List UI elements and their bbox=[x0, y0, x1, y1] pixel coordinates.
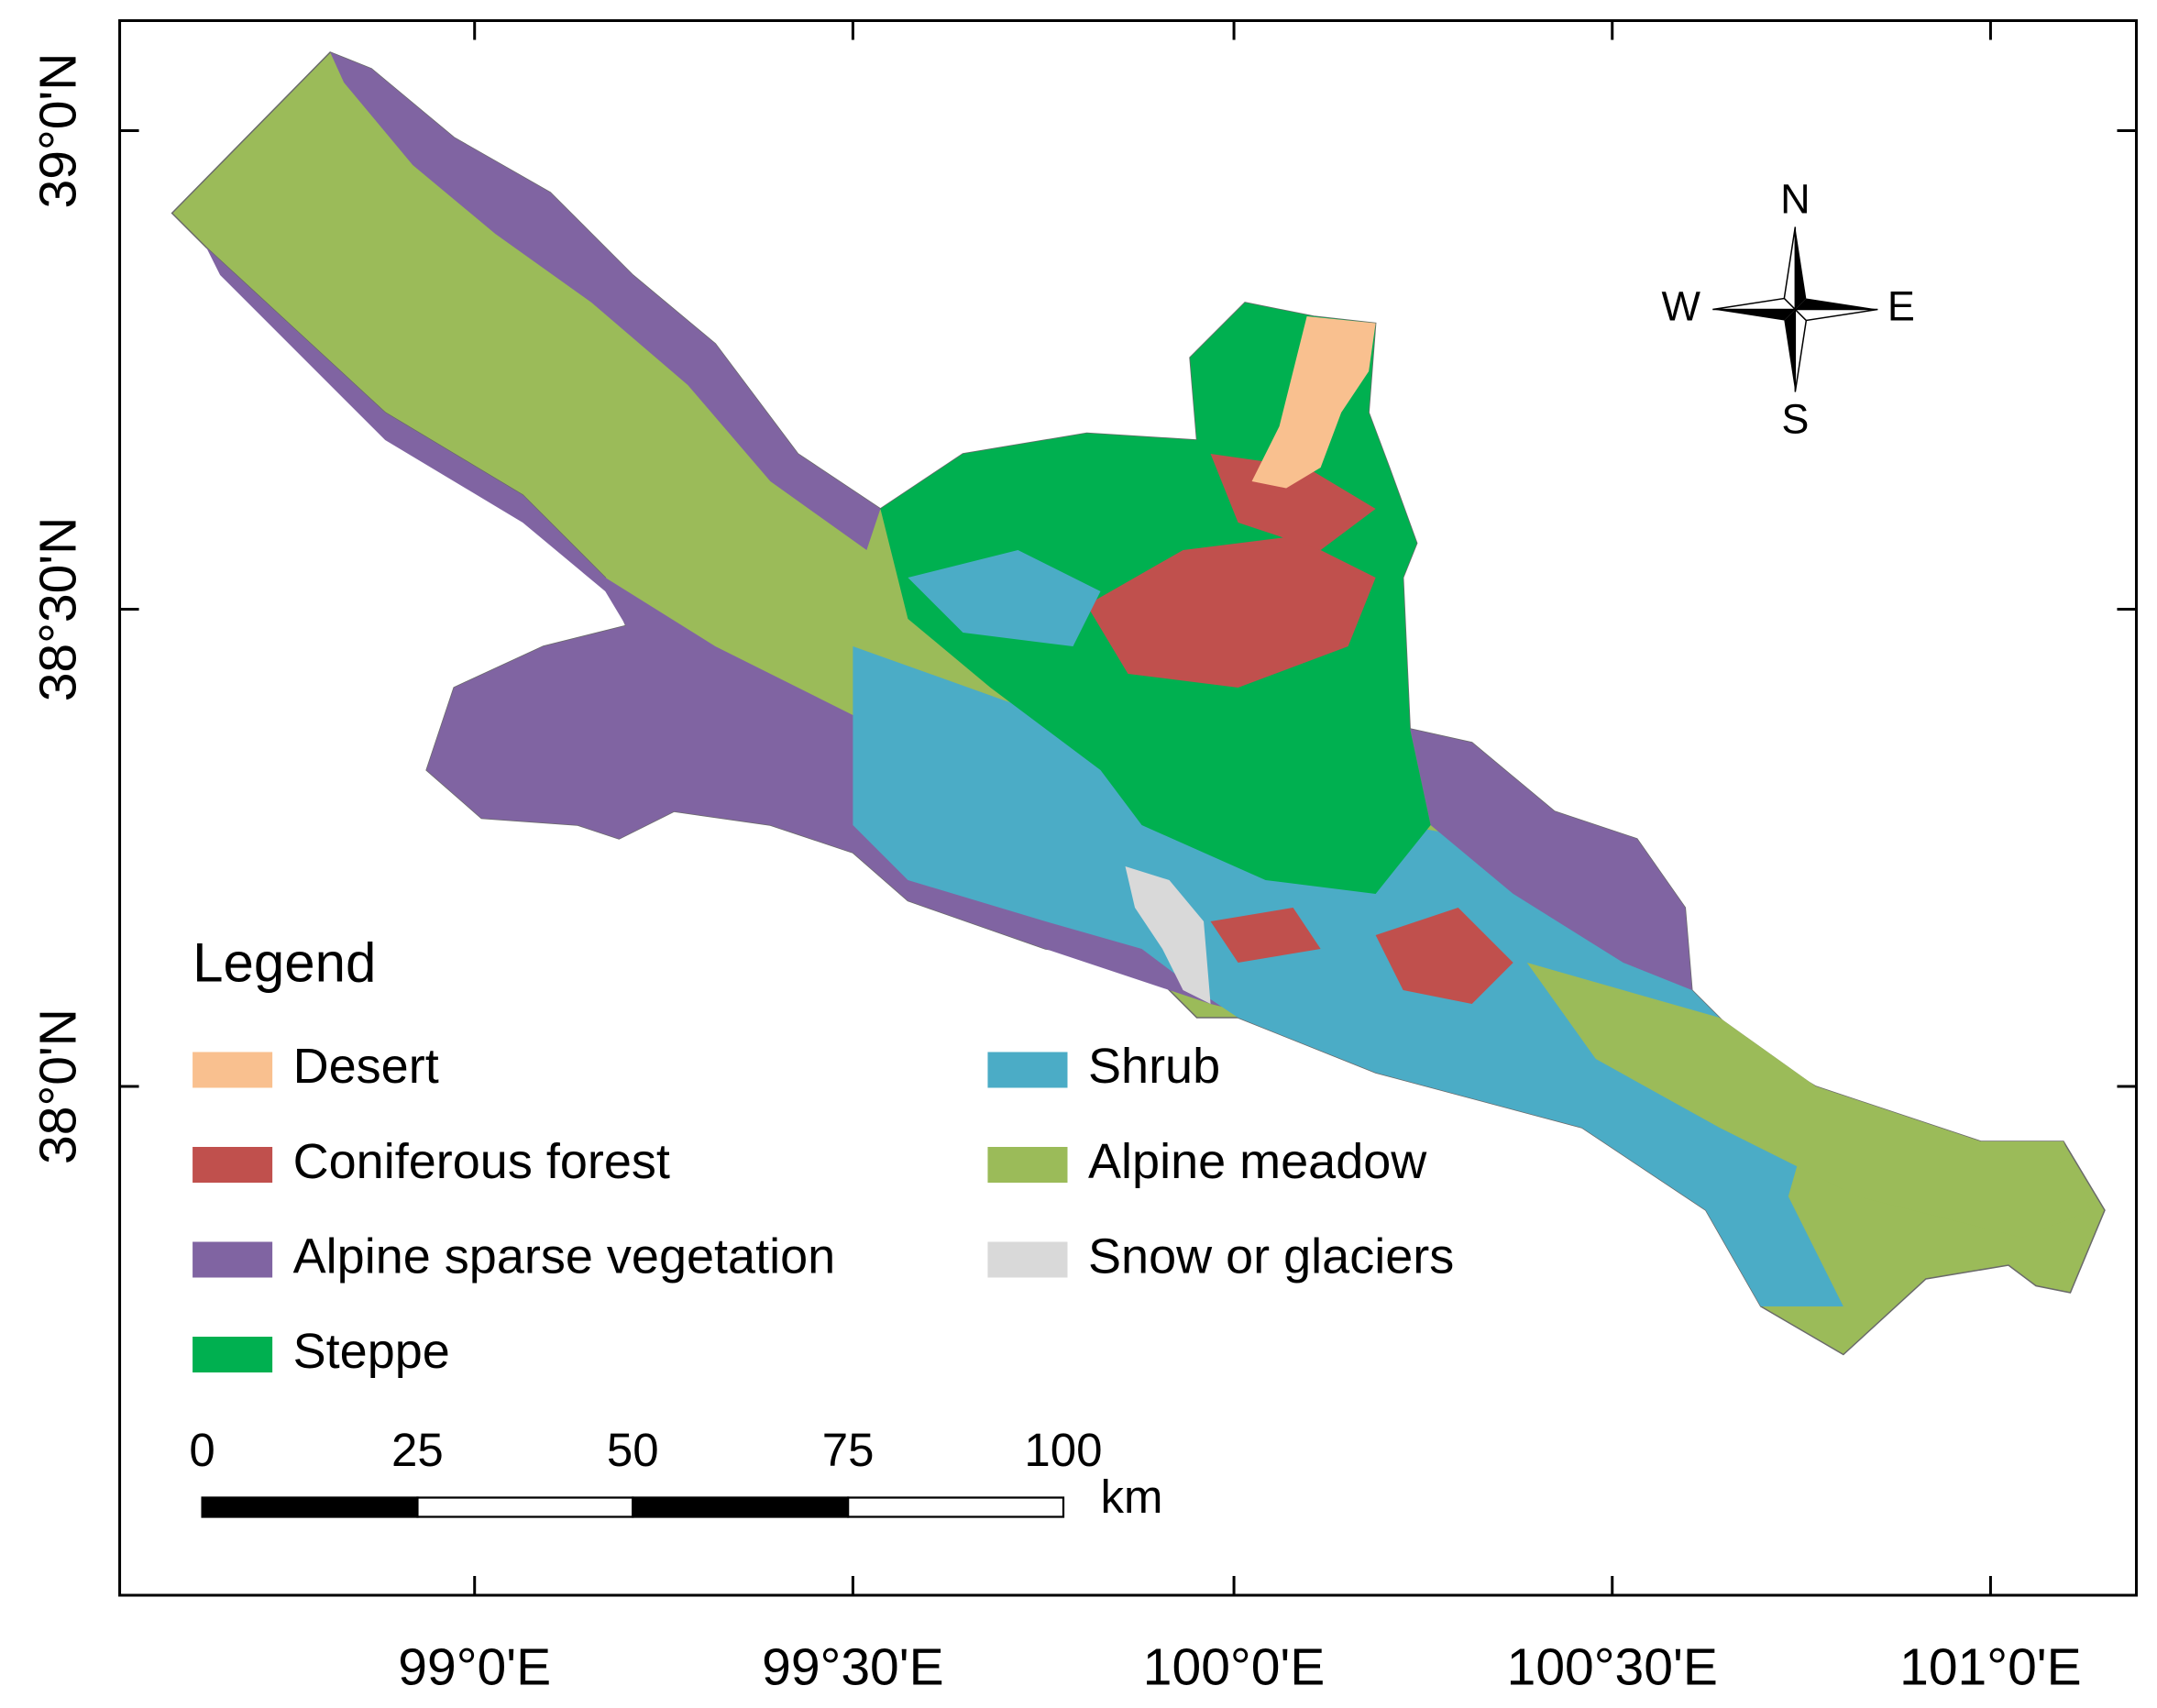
scale-label: 25 bbox=[391, 1424, 444, 1476]
legend-swatch bbox=[987, 1052, 1068, 1088]
latitude-label: 39°0'N bbox=[29, 53, 88, 209]
compass-point bbox=[1712, 309, 1796, 321]
scale-label: 75 bbox=[822, 1424, 875, 1476]
longitude-label: 99°0'E bbox=[398, 1638, 551, 1697]
scale-segment bbox=[632, 1496, 850, 1518]
snow-patch bbox=[1125, 866, 1211, 1004]
shrub-zone bbox=[853, 646, 1843, 1306]
legend-title: Legend bbox=[193, 931, 376, 993]
longitude-label: 99°30'E bbox=[762, 1638, 944, 1697]
longitude-label: 100°0'E bbox=[1143, 1638, 1326, 1697]
legend-swatch bbox=[987, 1147, 1068, 1183]
legend-swatch bbox=[193, 1241, 273, 1278]
sparse-band-north bbox=[330, 52, 881, 550]
compass-point bbox=[1795, 298, 1878, 310]
forest-patch-1 bbox=[1086, 536, 1376, 688]
compass-label: S bbox=[1781, 395, 1809, 442]
legend-label: Shrub bbox=[1088, 1039, 1220, 1094]
forest-patch-4 bbox=[1210, 908, 1321, 963]
longitude-label: 100°30'E bbox=[1507, 1638, 1718, 1697]
legend-label: Alpine meadow bbox=[1088, 1134, 1427, 1189]
scale-label: 100 bbox=[1024, 1424, 1102, 1476]
latitude-label: 38°0'N bbox=[29, 1008, 88, 1164]
meadow-patch-east bbox=[1526, 963, 2091, 1238]
scale-segment bbox=[416, 1496, 634, 1518]
legend-label: Steppe bbox=[293, 1324, 450, 1379]
legend-swatch bbox=[193, 1147, 273, 1183]
legend-swatch bbox=[987, 1241, 1068, 1278]
basin bbox=[171, 51, 2106, 1356]
scale-segment bbox=[201, 1496, 419, 1518]
legend-swatch bbox=[193, 1052, 273, 1088]
legend-label: Alpine sparse vegetation bbox=[293, 1229, 836, 1284]
compass-label: W bbox=[1662, 282, 1701, 329]
shrub-patch-north bbox=[908, 550, 1101, 646]
map-frame bbox=[118, 19, 2138, 1597]
compass-point bbox=[1793, 308, 1878, 322]
compass-point bbox=[1794, 307, 1808, 392]
latitude-label: 38°30'N bbox=[29, 517, 88, 702]
forest-patch-3 bbox=[1375, 908, 1513, 1004]
scale-label: 50 bbox=[607, 1424, 659, 1476]
compass-point bbox=[1795, 226, 1807, 310]
legend-label: Snow or glaciers bbox=[1088, 1229, 1454, 1284]
scale-unit: km bbox=[1101, 1471, 1163, 1523]
legend-label: Desert bbox=[293, 1039, 439, 1094]
legend-swatch bbox=[193, 1337, 273, 1372]
desert-patch bbox=[1251, 316, 1376, 489]
forest-patch-2 bbox=[1210, 454, 1376, 550]
scale-label: 0 bbox=[189, 1424, 215, 1476]
compass-point bbox=[1783, 226, 1797, 312]
legend-label: Coniferous forest bbox=[293, 1134, 670, 1189]
legend: Desert Coniferous forest Alpine sparse veg… bbox=[193, 1039, 1454, 1379]
sparse-zone-east bbox=[1410, 729, 1692, 990]
graticule-ticks: 39°0'N 38°30'N 38°0'N 99°0'E 99°30'E 100°0'E 1… bbox=[29, 20, 2137, 1697]
compass-label: N bbox=[1780, 175, 1810, 222]
compass-point bbox=[1784, 309, 1796, 392]
north-arrow: N S W E bbox=[1662, 175, 1915, 442]
compass-point bbox=[1712, 297, 1798, 311]
compass-label: E bbox=[1887, 282, 1915, 329]
longitude-label: 101°0'E bbox=[1899, 1638, 2082, 1697]
scale-segment bbox=[847, 1496, 1065, 1518]
